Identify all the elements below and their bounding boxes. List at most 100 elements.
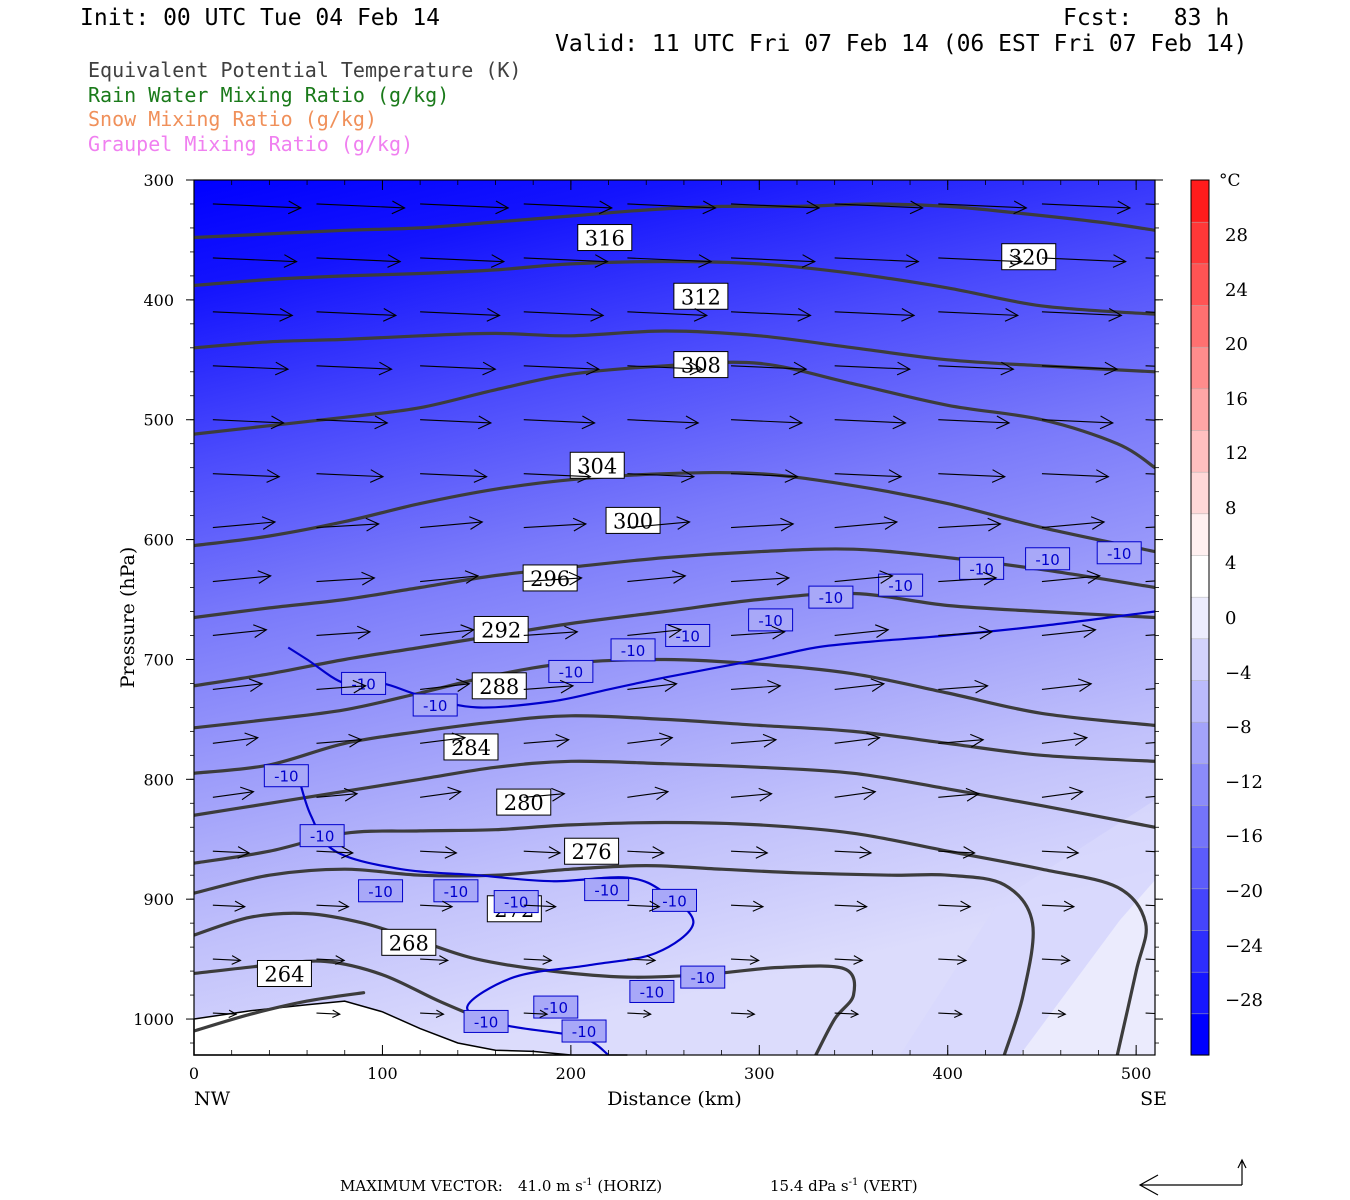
wind-vector [627, 203, 716, 209]
wind-vector-head [348, 733, 363, 748]
wind-vector-head [1164, 956, 1173, 965]
wind-vector [316, 904, 349, 908]
wind-vector-head [340, 846, 355, 859]
wind-vector [316, 958, 345, 961]
isotherm-label-box [748, 608, 794, 632]
isotherm-label-box [878, 573, 924, 597]
wind-vector-head [231, 955, 242, 965]
wind-vector [834, 737, 880, 744]
forecast-hour: Fcst: 83 h [1063, 5, 1230, 31]
colorbar-swatch [1190, 638, 1210, 681]
isotherm-label-box [412, 693, 458, 717]
wind-vector [938, 904, 971, 908]
colorbar-label: 8 [1225, 498, 1236, 519]
wind-vector [731, 473, 798, 478]
wind-vector-head [1013, 200, 1028, 215]
wind-vector-head [1000, 361, 1015, 376]
wind-vector [523, 850, 561, 854]
wind-vector-head [866, 732, 881, 747]
wind-vector [1041, 257, 1126, 263]
wind-vector [212, 1012, 237, 1015]
theta-e-label-box [673, 282, 729, 310]
x-right-endpoint: SE [1140, 1088, 1167, 1110]
wind-vector-head [228, 1009, 238, 1019]
x-tick-label: 0 [189, 1064, 199, 1083]
wind-vector [627, 1012, 651, 1015]
wind-vector-head [801, 254, 817, 268]
wind-vector-head [702, 200, 717, 215]
wind-vector [834, 257, 919, 263]
wind-vector [731, 257, 815, 263]
isotherm-label-box [629, 979, 675, 1003]
wind-vector-head [755, 846, 769, 859]
wind-vector-head [266, 469, 281, 483]
wind-vector [1145, 203, 1155, 205]
wind-vector-head [1221, 201, 1234, 214]
wind-vector-head [1173, 788, 1186, 801]
colorbar-label: −28 [1225, 990, 1263, 1011]
wind-vector-head [577, 469, 592, 483]
wind-vector-head [545, 900, 557, 912]
wind-vector [834, 958, 863, 961]
isotherm-label: -10 [368, 883, 393, 901]
wind-vector-head [244, 732, 260, 747]
wind-vector [1041, 904, 1074, 908]
wind-vector [420, 791, 461, 798]
wind-vector-head [780, 517, 795, 532]
isotherm-label-box [263, 764, 309, 788]
wind-vector-head [654, 786, 670, 801]
wind-vector-head [1108, 308, 1123, 322]
x-tick-label: 300 [744, 1064, 775, 1083]
wind-vector-head [870, 678, 886, 692]
wind-vector-head [1217, 255, 1230, 268]
wind-vector-head [875, 624, 890, 638]
isotherm-label-box [433, 879, 479, 903]
wind-vector [316, 793, 358, 798]
wind-vector [212, 683, 263, 690]
wind-vector [523, 739, 569, 744]
theta-e-contour [194, 820, 1148, 1055]
colorbar-label: 24 [1225, 280, 1248, 301]
wind-vector [834, 203, 923, 209]
wind-vector [834, 683, 884, 690]
wind-vector-head [974, 679, 989, 694]
wind-vector-head [663, 678, 678, 692]
wind-vector-head [1009, 254, 1024, 268]
wind-vector [731, 203, 820, 209]
wind-vector-head [287, 200, 303, 215]
wind-vector-head [356, 625, 372, 640]
wind-vector-head [490, 254, 506, 268]
wind-vector [523, 1012, 548, 1015]
colorbar-label: −8 [1225, 717, 1252, 738]
wind-vector [938, 419, 1010, 424]
wind-vector-head [883, 516, 899, 530]
wind-vector-head [469, 516, 484, 530]
wind-vector-head [495, 200, 510, 215]
wind-vector [316, 577, 375, 583]
wind-vector-head [987, 517, 1002, 532]
wind-vector-head [978, 625, 994, 640]
wind-vector-head [352, 679, 367, 694]
wind-vector [1041, 311, 1122, 316]
colorbar-swatch [1190, 763, 1210, 806]
theta-e-label-box [496, 788, 552, 816]
wind-vector-head [758, 787, 773, 802]
theta-e-label: 312 [681, 285, 721, 309]
colorbar-swatch [1190, 429, 1210, 473]
wind-vector [1041, 791, 1083, 798]
max-vector-vert: 15.4 dPa s-1 (VERT) [770, 1177, 918, 1195]
theta-e-label-box [381, 928, 437, 956]
wind-vector-head [464, 570, 480, 584]
wind-vector [627, 958, 656, 961]
legend-snow: Snow Mixing Ratio (g/kg) [88, 107, 377, 131]
wind-vector [420, 575, 479, 583]
wind-vector [1145, 742, 1155, 744]
wind-vector [730, 739, 777, 744]
wind-vector-head [879, 570, 894, 584]
wind-vector-head [1170, 847, 1182, 859]
wind-vector-head [382, 308, 398, 322]
wind-vector-head [1208, 362, 1221, 375]
wind-vector-head [749, 955, 760, 965]
theta-e-label-box [569, 451, 625, 479]
y-tick-label: 1000 [133, 1010, 174, 1029]
